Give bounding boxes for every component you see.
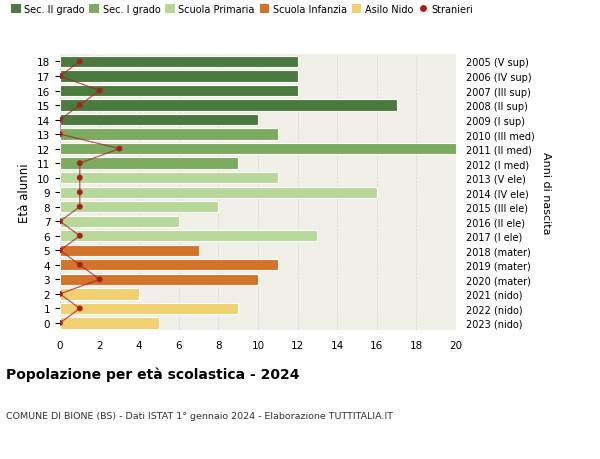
Bar bbox=[60, 158, 238, 169]
Point bbox=[55, 291, 65, 298]
Point bbox=[75, 305, 85, 313]
Bar bbox=[60, 318, 159, 329]
Bar bbox=[60, 173, 278, 184]
Point bbox=[75, 233, 85, 240]
Point bbox=[115, 146, 124, 153]
Point bbox=[55, 73, 65, 80]
Bar bbox=[60, 71, 298, 83]
Point bbox=[55, 117, 65, 124]
Bar bbox=[60, 86, 298, 97]
Bar bbox=[60, 289, 139, 300]
Bar bbox=[60, 303, 238, 314]
Point bbox=[75, 204, 85, 211]
Point bbox=[95, 276, 104, 283]
Bar bbox=[60, 245, 199, 257]
Point bbox=[55, 131, 65, 139]
Point bbox=[55, 319, 65, 327]
Bar bbox=[60, 100, 397, 112]
Bar bbox=[60, 202, 218, 213]
Y-axis label: Età alunni: Età alunni bbox=[19, 163, 31, 223]
Point bbox=[75, 174, 85, 182]
Bar bbox=[60, 115, 258, 126]
Point bbox=[75, 189, 85, 196]
Point bbox=[55, 247, 65, 254]
Point bbox=[75, 102, 85, 110]
Text: Popolazione per età scolastica - 2024: Popolazione per età scolastica - 2024 bbox=[6, 367, 299, 382]
Point bbox=[95, 88, 104, 95]
Bar bbox=[60, 260, 278, 271]
Bar bbox=[60, 129, 278, 140]
Point bbox=[75, 262, 85, 269]
Bar bbox=[60, 230, 317, 242]
Text: COMUNE DI BIONE (BS) - Dati ISTAT 1° gennaio 2024 - Elaborazione TUTTITALIA.IT: COMUNE DI BIONE (BS) - Dati ISTAT 1° gen… bbox=[6, 411, 393, 420]
Point bbox=[75, 160, 85, 168]
Bar bbox=[60, 274, 258, 285]
Point bbox=[75, 59, 85, 66]
Y-axis label: Anni di nascita: Anni di nascita bbox=[541, 151, 551, 234]
Point bbox=[55, 218, 65, 225]
Bar bbox=[60, 56, 298, 68]
Bar bbox=[60, 216, 179, 227]
Legend: Sec. II grado, Sec. I grado, Scuola Primaria, Scuola Infanzia, Asilo Nido, Stran: Sec. II grado, Sec. I grado, Scuola Prim… bbox=[11, 5, 473, 15]
Bar bbox=[60, 144, 456, 155]
Bar bbox=[60, 187, 377, 198]
